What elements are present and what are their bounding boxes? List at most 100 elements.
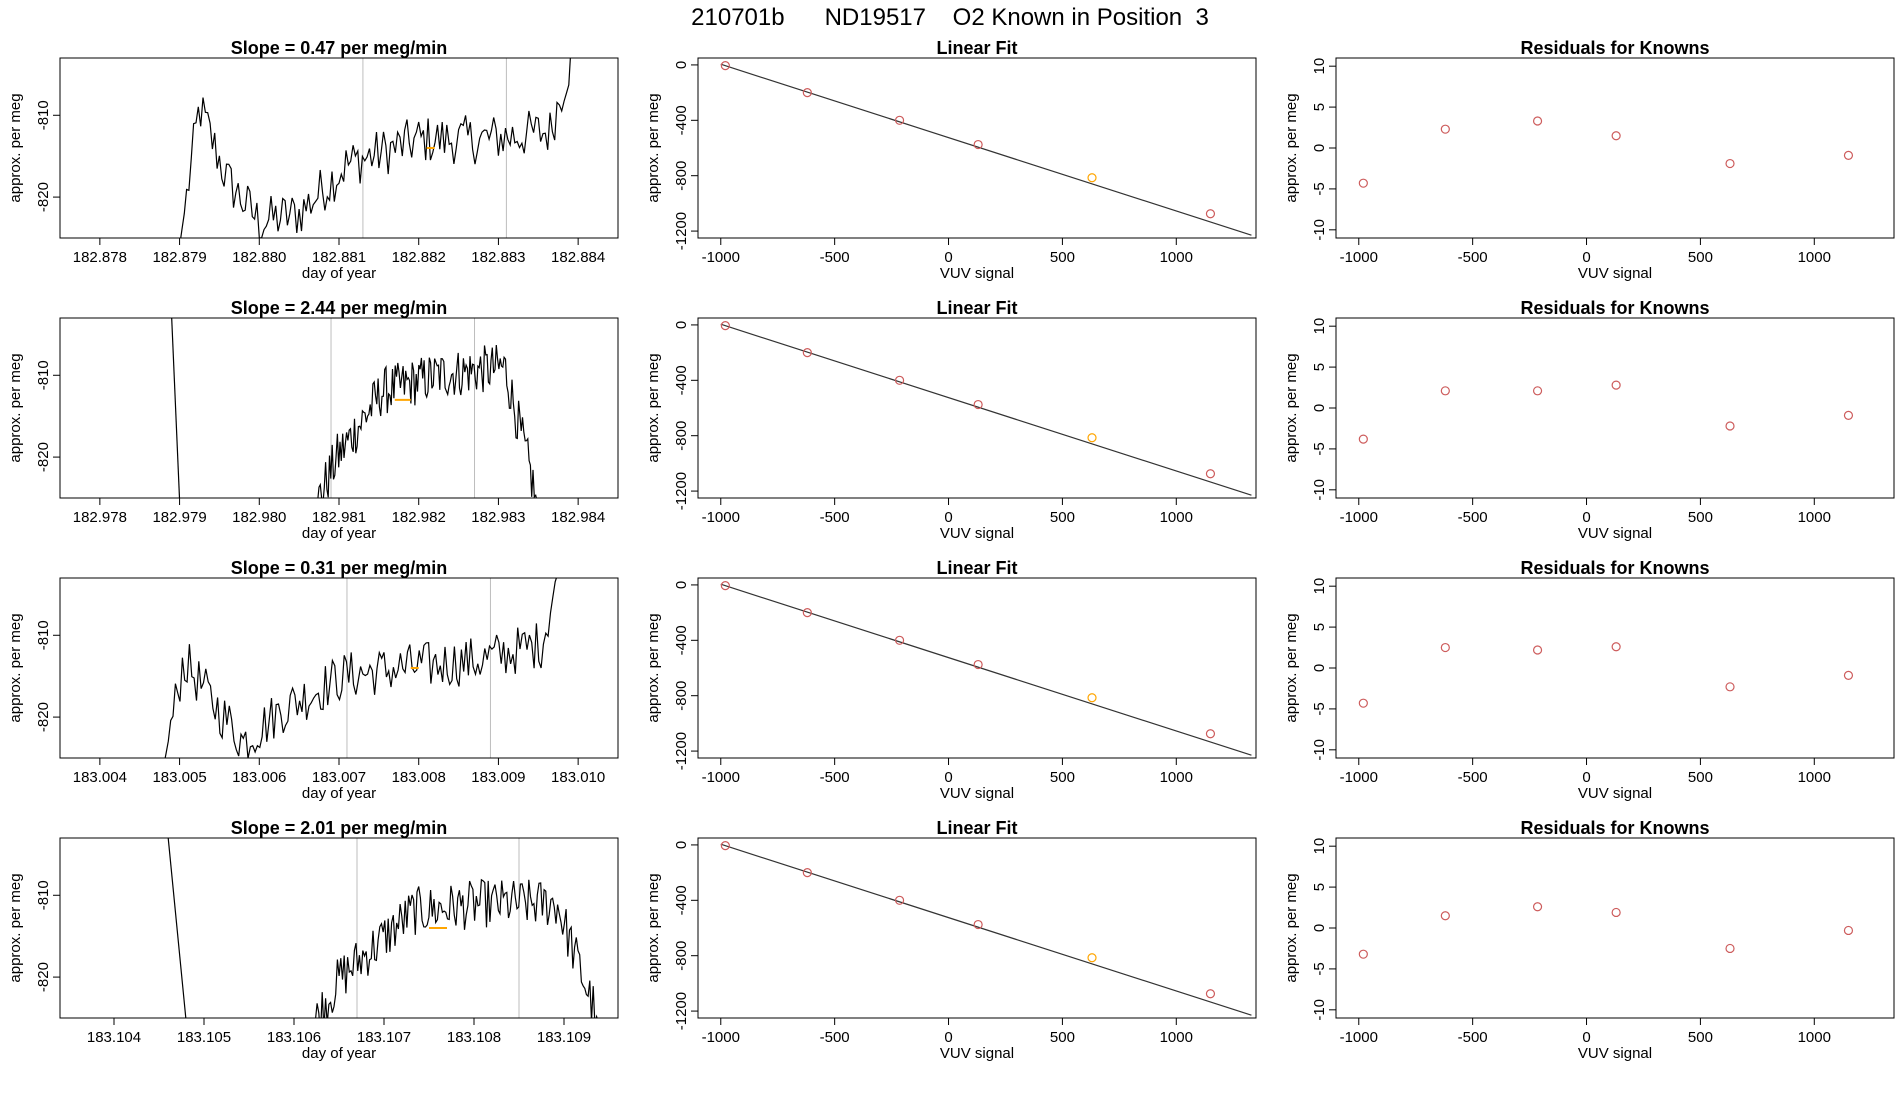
chart-title: Slope = 0.31 per meg/min — [231, 558, 448, 578]
x-tick-label: 500 — [1688, 249, 1713, 266]
data-point — [802, 608, 812, 618]
x-tick-label: 182.982 — [392, 509, 446, 526]
x-tick-label: 1000 — [1160, 509, 1193, 526]
plot-frame — [59, 837, 619, 1019]
x-axis-label: VUV signal — [1578, 785, 1652, 802]
x-tick-label: -1000 — [702, 1029, 740, 1046]
x-tick-label: 183.109 — [537, 1029, 591, 1046]
x-tick-label: -1000 — [702, 769, 740, 786]
x-tick-label: 182.884 — [551, 249, 605, 266]
x-axis-label: VUV signal — [1578, 525, 1652, 542]
plot-area — [167, 838, 598, 1018]
data-point — [1205, 469, 1216, 479]
x-tick-label: 500 — [1050, 509, 1075, 526]
y-tick-label: -800 — [673, 421, 690, 451]
y-tick-label: -1200 — [673, 732, 690, 770]
y-tick-label: -820 — [35, 962, 52, 992]
x-tick-label: 1000 — [1798, 769, 1831, 786]
x-tick-label: 500 — [1688, 1029, 1713, 1046]
y-tick-label: 10 — [1311, 58, 1328, 75]
x-tick-label: 182.882 — [392, 249, 446, 266]
y-tick-label: -5 — [1311, 442, 1328, 455]
data-point — [1205, 989, 1216, 999]
plot-frame — [697, 577, 1257, 759]
x-tick-label: 500 — [1688, 769, 1713, 786]
data-point — [720, 321, 730, 331]
y-tick-label: 0 — [673, 581, 690, 589]
highlight-point — [1087, 433, 1097, 443]
x-tick-label: 182.881 — [312, 249, 366, 266]
x-tick-label: 183.008 — [392, 769, 446, 786]
chart-panel-4: Slope = 2.01 per meg/min 183.104 183.105 18… — [7, 818, 619, 1062]
y-tick-label: -1200 — [673, 992, 690, 1030]
x-tick-label: -1000 — [1340, 769, 1378, 786]
plot-frame — [1335, 577, 1895, 759]
y-axis-label: approx. per meg — [645, 873, 662, 982]
y-tick-label: 10 — [1311, 318, 1328, 335]
y-tick-label: -820 — [35, 182, 52, 212]
plot-area — [1358, 902, 1854, 959]
data-point — [1440, 124, 1450, 134]
plot-frame — [1335, 317, 1895, 499]
x-tick-label: 1000 — [1160, 769, 1193, 786]
y-tick-label: 0 — [1311, 924, 1328, 932]
data-point — [1205, 729, 1216, 739]
y-tick-label: -5 — [1311, 702, 1328, 715]
data-point — [1532, 902, 1543, 912]
data-point — [1611, 907, 1621, 918]
chart-title: Linear Fit — [936, 558, 1017, 578]
x-tick-label: 1000 — [1798, 249, 1831, 266]
y-tick-label: -400 — [673, 105, 690, 135]
chart-title: Linear Fit — [936, 298, 1017, 318]
chart-title: Residuals for Knowns — [1520, 38, 1709, 58]
x-tick-label: 182.984 — [551, 509, 605, 526]
x-tick-label: 1000 — [1798, 509, 1831, 526]
y-tick-label: 5 — [1311, 623, 1328, 631]
y-tick-label: -800 — [673, 161, 690, 191]
x-axis-label: day of year — [302, 525, 376, 542]
plot-area — [171, 318, 537, 498]
x-tick-label: -500 — [1458, 769, 1488, 786]
x-tick-label: 183.006 — [232, 769, 286, 786]
x-tick-label: -500 — [820, 249, 850, 266]
chart-title: Residuals for Knowns — [1520, 818, 1709, 838]
x-tick-label: 182.879 — [152, 249, 206, 266]
chart-panel-11: Residuals for Knowns -1000 -500 0 500 1000 VUV… — [1283, 558, 1895, 802]
y-tick-label: 5 — [1311, 363, 1328, 371]
x-axis-label: VUV signal — [940, 265, 1014, 282]
y-axis-label: approx. per meg — [1283, 93, 1300, 202]
data-point — [894, 895, 905, 905]
y-tick-label: -400 — [673, 365, 690, 395]
signal-trace — [180, 58, 571, 238]
chart-title: Slope = 2.44 per meg/min — [231, 298, 448, 318]
data-point — [1205, 209, 1216, 219]
x-tick-label: 182.878 — [73, 249, 127, 266]
x-tick-label: 500 — [1050, 249, 1075, 266]
x-tick-label: -500 — [1458, 509, 1488, 526]
data-point — [1358, 434, 1368, 444]
x-axis-label: day of year — [302, 1045, 376, 1062]
data-point — [1843, 925, 1854, 936]
x-tick-label: 0 — [1582, 509, 1590, 526]
y-axis-label: approx. per meg — [645, 353, 662, 462]
x-tick-label: 500 — [1688, 509, 1713, 526]
y-tick-label: -800 — [673, 941, 690, 971]
x-tick-label: 1000 — [1160, 249, 1193, 266]
y-axis-label: approx. per meg — [7, 873, 24, 982]
y-axis-label: approx. per meg — [7, 93, 24, 202]
highlight-point — [1087, 693, 1097, 703]
plot-frame — [1335, 57, 1895, 239]
x-axis-label: VUV signal — [1578, 265, 1652, 282]
x-tick-label: 182.880 — [232, 249, 286, 266]
x-tick-label: 182.983 — [471, 509, 525, 526]
x-tick-label: -1000 — [1340, 249, 1378, 266]
chart-panel-2: Slope = 2.44 per meg/min 182.978 182.979 18… — [7, 298, 619, 542]
plot-frame — [697, 57, 1257, 239]
plot-frame — [59, 577, 619, 759]
y-tick-label: -800 — [673, 681, 690, 711]
data-point — [1611, 131, 1621, 141]
data-point — [973, 919, 983, 930]
